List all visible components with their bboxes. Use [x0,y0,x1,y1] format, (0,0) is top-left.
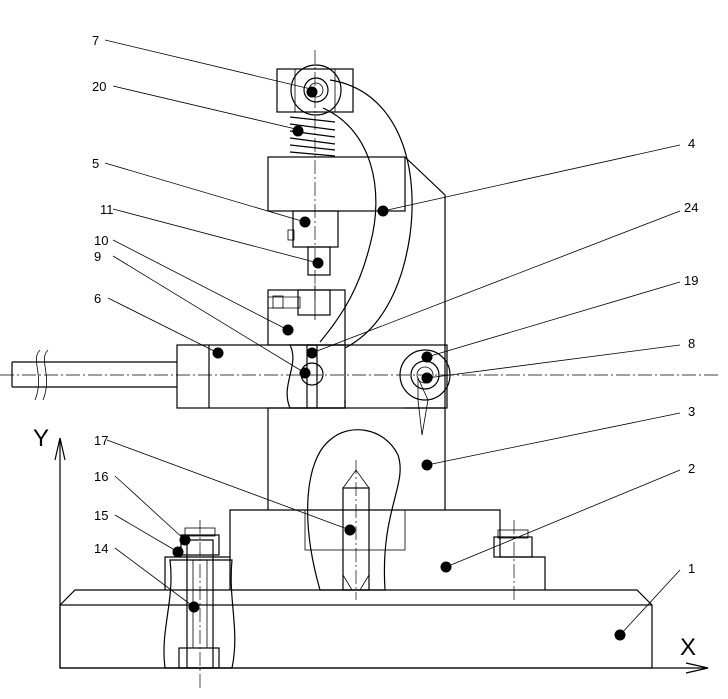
callout-dot-9 [299,367,311,379]
callout-label-10: 10 [94,233,108,248]
callout-dot-5 [299,216,311,228]
callout-label-20: 20 [92,79,106,94]
callout-label-7: 7 [92,33,99,48]
callout-label-5: 5 [92,156,99,171]
callout-labels: 7 20 5 11 10 9 6 17 16 15 14 4 24 19 8 3… [92,33,698,576]
callout-label-17: 17 [94,433,108,448]
leader-lines [104,39,681,636]
callout-dot-6 [212,347,224,359]
body-section-hatch [307,429,401,591]
callout-dot-15 [172,546,184,558]
callout-dot-2 [440,561,452,573]
coordinate-axes: Y X [33,425,709,674]
callout-dot-19 [421,351,433,363]
callout-dot-14 [188,601,200,613]
callout-label-8: 8 [688,336,695,351]
y-axis-arrow [54,437,66,461]
base-plate [59,589,653,669]
callout-label-19: 19 [684,273,698,288]
callout-label-3: 3 [688,404,695,419]
callout-label-14: 14 [94,541,108,556]
callout-dot-1 [614,629,626,641]
callout-dot-16 [179,534,191,546]
callout-dot-11 [312,257,324,269]
callout-label-9: 9 [94,249,101,264]
callout-label-16: 16 [94,469,108,484]
callout-label-24: 24 [684,200,698,215]
spring-coil [289,116,336,157]
x-axis-arrow [685,662,709,674]
callout-label-2: 2 [688,461,695,476]
guide-sleeve [292,210,339,248]
callout-label-4: 4 [688,136,695,151]
callout-label-11: 11 [100,202,114,217]
callout-dot-8 [421,372,433,384]
rod-end [11,361,177,388]
lever-pivot-ring [290,64,342,116]
callout-dot-3 [421,459,433,471]
clamp-block [164,509,546,590]
callout-label-15: 15 [94,508,108,523]
vertical-body [267,400,446,600]
callout-label-1: 1 [688,561,695,576]
callout-dot-10 [282,324,294,336]
callout-dot-17 [344,524,356,536]
callout-dots [172,86,626,641]
slide-section-hatch [286,344,346,409]
y-axis-label: Y [33,425,49,452]
x-axis-label: X [680,634,696,661]
callout-dot-4 [377,205,389,217]
callout-label-6: 6 [94,291,101,306]
curved-lever [290,64,413,349]
callout-dot-24 [306,347,318,359]
callout-dot-20 [292,125,304,137]
hold-down-bolt [163,520,236,690]
slide-bar [0,344,720,436]
guide-pin [307,246,331,276]
callout-dot-7 [306,86,318,98]
